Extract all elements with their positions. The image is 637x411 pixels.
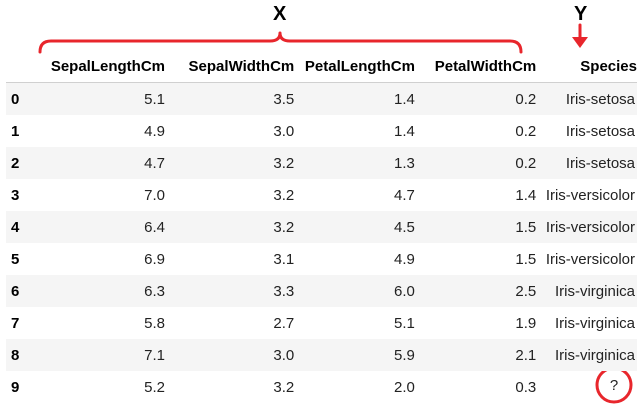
table-cell: 2.0 (394, 378, 415, 396)
table-cell (536, 371, 637, 403)
table-cell: 4.7 (394, 186, 415, 204)
table-cell: 6.0 (394, 282, 415, 300)
table-row: 1 4.9 3.0 1.4 0.2 Iris-setosa (6, 115, 637, 147)
row-index: 7 (11, 314, 20, 332)
y-target-label: Y (574, 3, 588, 25)
table-cell: 0.2 (515, 122, 537, 140)
y-target-arrow-head-icon (572, 37, 588, 48)
table-cell: Iris-versicolor (545, 218, 635, 236)
table-row: 8 7.1 3.0 5.9 2.1 Iris-virginica (6, 339, 637, 371)
row-index: 2 (11, 154, 20, 172)
table-cell: 1.9 (515, 314, 537, 332)
table-cell: 3.0 (273, 346, 295, 364)
table-cell: 5.9 (394, 346, 415, 364)
table-cell: Iris-virginica (554, 282, 635, 300)
column-header: PetalLengthCm (304, 57, 415, 75)
dataframe-table: SepalLengthCm SepalWidthCm PetalLengthCm… (6, 50, 637, 403)
table-cell: 5.1 (394, 314, 415, 332)
table-row: 6 6.3 3.3 6.0 2.5 Iris-virginica (6, 275, 637, 307)
table-cell: Iris-virginica (554, 346, 635, 364)
row-index: 8 (11, 346, 20, 364)
column-header: SepalWidthCm (188, 57, 295, 75)
table-row: 4 6.4 3.2 4.5 1.5 Iris-versicolor (6, 211, 637, 243)
table-cell: 0.3 (515, 378, 537, 396)
column-header: SepalLengthCm (50, 57, 165, 75)
table-cell: 3.5 (273, 90, 295, 108)
row-index: 3 (11, 186, 20, 204)
table-cell: Iris-versicolor (545, 186, 635, 204)
table-cell: Iris-setosa (565, 90, 635, 108)
x-features-label: X (273, 3, 287, 25)
table-row: 9 5.2 3.2 2.0 0.3 (6, 371, 637, 403)
table-cell: 6.4 (144, 218, 165, 236)
table-cell: Iris-versicolor (545, 250, 635, 268)
table-cell: 5.2 (144, 378, 165, 396)
table-cell: Iris-virginica (554, 314, 635, 332)
table-cell: 0.2 (515, 90, 537, 108)
table-cell: 0.2 (515, 154, 537, 172)
table-row: 3 7.0 3.2 4.7 1.4 Iris-versicolor (6, 179, 637, 211)
table-cell: 2.5 (515, 282, 537, 300)
table-cell: 1.5 (515, 218, 537, 236)
table-cell: 4.9 (394, 250, 415, 268)
table-cell: 3.2 (273, 154, 295, 172)
table-header-row: SepalLengthCm SepalWidthCm PetalLengthCm… (6, 50, 637, 83)
table-cell: 6.3 (144, 282, 165, 300)
table-body: 0 5.1 3.5 1.4 0.2 Iris-setosa 1 4.9 3.0 1.4 0.2 Iri… (6, 82, 637, 404)
table-cell: 2.7 (273, 314, 295, 332)
table-cell: Iris-setosa (565, 154, 635, 172)
table-row: 7 5.8 2.7 5.1 1.9 Iris-virginica (6, 307, 637, 339)
row-index: 0 (11, 90, 20, 108)
column-header: PetalWidthCm (434, 57, 537, 75)
table-cell: 4.9 (144, 122, 165, 140)
table-row: 5 6.9 3.1 4.9 1.5 Iris-versicolor (6, 243, 637, 275)
table-row: 0 5.1 3.5 1.4 0.2 Iris-setosa (6, 82, 637, 115)
table-cell: 1.3 (394, 154, 415, 172)
table-cell: 1.4 (394, 90, 415, 108)
table-cell: 4.7 (144, 154, 165, 172)
row-index: 4 (11, 218, 20, 236)
table-row: 2 4.7 3.2 1.3 0.2 Iris-setosa (6, 147, 637, 179)
table-cell: Iris-setosa (565, 122, 635, 140)
table-cell: 1.5 (515, 250, 537, 268)
table-cell: 3.3 (273, 282, 295, 300)
column-header: Species (580, 57, 637, 75)
table-cell: 3.1 (273, 250, 295, 268)
table-cell: 6.9 (144, 250, 165, 268)
row-index: 6 (11, 282, 20, 300)
table-cell: 3.2 (273, 218, 295, 236)
table-cell: 1.4 (515, 186, 537, 204)
table-cell: 3.2 (273, 378, 295, 396)
row-index: 5 (11, 250, 20, 268)
table-cell: 5.8 (144, 314, 165, 332)
row-index: 9 (11, 378, 20, 396)
table-cell: 3.2 (273, 186, 295, 204)
table-cell: 3.0 (273, 122, 295, 140)
table-cell: 2.1 (515, 346, 537, 364)
table-cell: 5.1 (144, 90, 165, 108)
row-index: 1 (11, 122, 20, 140)
table-cell: 1.4 (394, 122, 415, 140)
table-cell: 4.5 (394, 218, 415, 236)
table-cell: 7.1 (144, 346, 165, 364)
index-header (6, 50, 35, 83)
table-cell: 7.0 (144, 186, 165, 204)
